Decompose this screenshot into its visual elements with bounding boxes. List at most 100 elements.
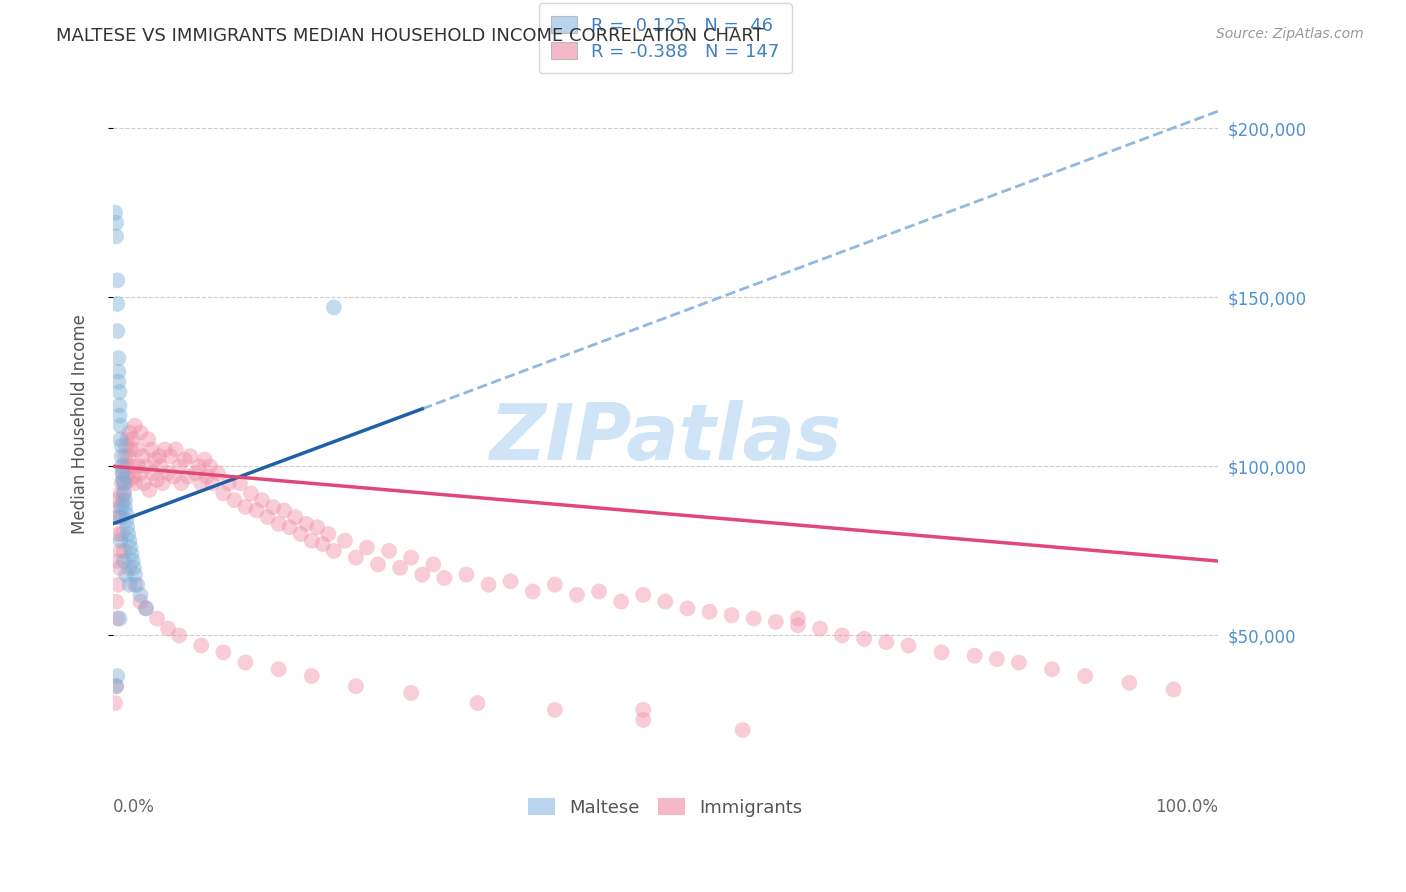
Point (142, 466, 165, 480)
Point (245, 503, 267, 517)
Point (411, 567, 433, 582)
Point (399, 550, 422, 565)
Point (565, 588, 588, 602)
Point (301, 669, 323, 683)
Point (765, 615, 787, 629)
Point (295, 516, 318, 531)
Point (731, 723, 754, 738)
Point (110, 544, 132, 558)
Point (122, 469, 145, 483)
Point (157, 466, 180, 480)
Point (389, 561, 412, 575)
Point (699, 605, 721, 619)
Point (162, 469, 184, 483)
Point (631, 703, 654, 717)
Point (111, 449, 134, 463)
Point (235, 500, 257, 514)
Point (433, 571, 456, 585)
Point (239, 486, 262, 500)
Point (118, 533, 141, 548)
Point (190, 639, 212, 653)
Point (301, 533, 323, 548)
Point (188, 459, 211, 474)
Point (1040, 662, 1063, 676)
Point (322, 301, 344, 315)
Point (111, 493, 134, 508)
Point (115, 439, 138, 453)
Point (284, 510, 307, 524)
Point (124, 577, 146, 591)
Point (108, 384, 131, 399)
Point (456, 567, 478, 582)
Point (112, 486, 135, 500)
Point (115, 520, 138, 534)
Point (122, 561, 145, 575)
Point (148, 449, 170, 463)
Point (229, 476, 252, 491)
Point (897, 639, 920, 653)
Point (146, 611, 169, 625)
Point (422, 558, 444, 572)
Point (105, 679, 128, 693)
Point (963, 648, 986, 663)
Point (105, 594, 128, 608)
Point (105, 611, 128, 625)
Point (544, 703, 567, 717)
Point (720, 608, 742, 623)
Point (105, 324, 128, 338)
Point (105, 493, 128, 508)
Point (111, 510, 134, 524)
Point (115, 459, 138, 474)
Point (212, 486, 235, 500)
Point (105, 229, 128, 244)
Point (378, 544, 401, 558)
Point (141, 442, 163, 457)
Point (143, 452, 166, 467)
Point (112, 544, 135, 558)
Point (105, 679, 128, 693)
Point (588, 584, 610, 599)
Point (115, 507, 138, 521)
Point (110, 432, 132, 446)
Point (193, 452, 215, 467)
Point (104, 205, 127, 219)
Point (111, 476, 134, 491)
Point (112, 476, 135, 491)
Point (179, 449, 201, 463)
Point (135, 601, 157, 615)
Point (135, 459, 157, 474)
Point (107, 375, 129, 389)
Point (108, 611, 131, 625)
Point (499, 574, 522, 589)
Point (149, 459, 172, 474)
Point (124, 567, 146, 582)
Point (118, 577, 141, 591)
Point (170, 476, 193, 491)
Point (273, 503, 295, 517)
Point (129, 425, 152, 440)
Point (104, 696, 127, 710)
Point (152, 476, 174, 491)
Point (312, 537, 335, 551)
Point (107, 351, 129, 365)
Point (218, 476, 240, 491)
Point (111, 527, 134, 541)
Text: 0.0%: 0.0% (112, 798, 155, 816)
Point (114, 476, 136, 491)
Point (262, 500, 284, 514)
Legend: Maltese, Immigrants: Maltese, Immigrants (520, 791, 810, 824)
Point (108, 510, 131, 524)
Point (522, 584, 544, 599)
Point (107, 365, 129, 379)
Point (129, 594, 152, 608)
Point (467, 696, 489, 710)
Point (344, 550, 367, 565)
Point (111, 500, 134, 514)
Point (127, 442, 149, 457)
Point (184, 466, 207, 480)
Point (118, 561, 141, 575)
Point (235, 656, 257, 670)
Point (138, 483, 160, 497)
Point (114, 449, 136, 463)
Point (105, 669, 128, 683)
